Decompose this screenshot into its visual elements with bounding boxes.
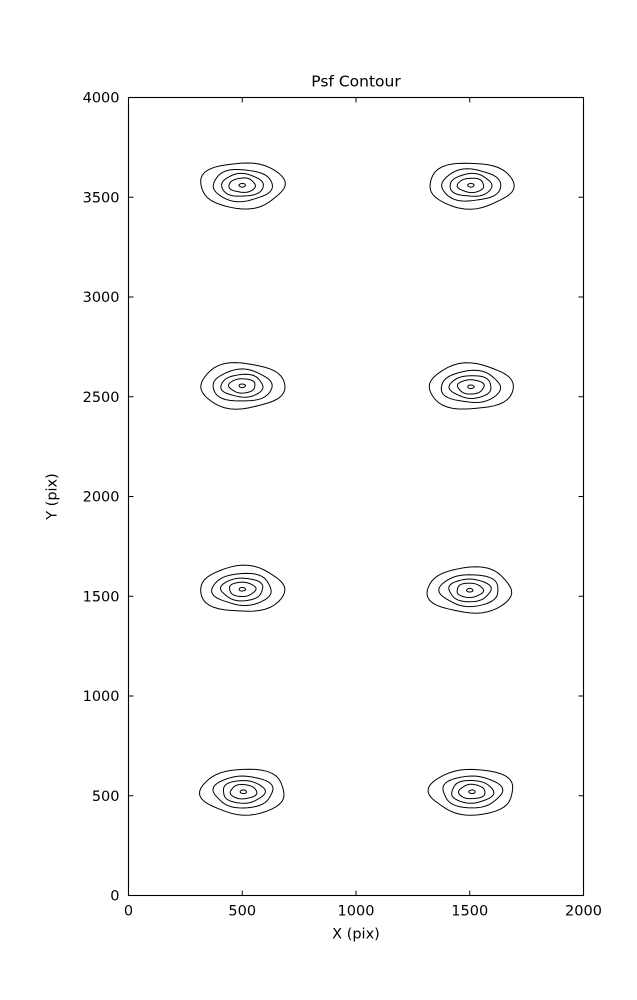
contour-level-1 (438, 574, 499, 608)
contour-level-4 (466, 587, 474, 593)
contour-level-3 (227, 378, 256, 394)
contour-level-0 (200, 162, 286, 210)
contour-level-4 (239, 789, 247, 794)
x-axis-ticks: 0 500 1000 1500 2000 (124, 97, 602, 920)
contour-level-4 (238, 586, 247, 592)
contour-level-3 (456, 379, 485, 395)
x-tick-label: 500 (228, 904, 256, 920)
x-tick-label: 2000 (565, 904, 602, 920)
psf-contour-cluster (428, 362, 514, 410)
contour-level-3 (456, 582, 485, 599)
contour-level-2 (222, 780, 266, 804)
contour-level-1 (441, 168, 502, 202)
contour-level-0 (429, 162, 515, 210)
contour-level-2 (220, 577, 264, 602)
contour-level-1 (212, 775, 274, 809)
contour-level-4 (238, 183, 246, 188)
contour-level-1 (212, 168, 273, 203)
contour-series (199, 162, 515, 816)
contour-level-0 (200, 564, 286, 612)
psf-contour-cluster (200, 162, 286, 210)
contour-level-0 (426, 566, 513, 614)
psf-contour-cluster (429, 162, 515, 210)
contour-level-4 (468, 789, 476, 795)
contour-level-3 (229, 783, 258, 800)
contour-level-3 (228, 177, 256, 193)
contour-level-2 (449, 172, 493, 197)
contour-level-1 (440, 369, 502, 404)
y-tick-label: 500 (92, 789, 120, 805)
psf-contour-cluster (199, 768, 285, 816)
x-tick-label: 1000 (338, 904, 375, 920)
psf-contour-cluster (200, 564, 286, 612)
contour-level-2 (448, 578, 492, 603)
contour-level-2 (448, 375, 492, 399)
y-tick-label: 3500 (83, 190, 120, 206)
contour-level-2 (451, 779, 495, 804)
page-title: Psf Contour (311, 73, 401, 91)
contour-level-1 (212, 368, 273, 402)
contour-level-0 (428, 362, 514, 410)
y-tick-label: 2000 (83, 490, 120, 506)
contour-level-0 (199, 768, 285, 816)
contour-level-4 (467, 183, 475, 188)
psf-contour-cluster (427, 768, 514, 816)
y-axis-ticks: 0 500 1000 1500 2000 2500 3000 3500 4000 (83, 91, 584, 905)
psf-contour-cluster (426, 566, 513, 614)
contour-level-2 (221, 172, 264, 197)
y-axis-label: Y (pix) (45, 473, 61, 521)
contour-level-4 (467, 384, 475, 390)
x-axis-label: X (pix) (332, 927, 380, 943)
y-tick-label: 2500 (83, 390, 120, 406)
contour-level-0 (200, 362, 286, 410)
contour-level-1 (211, 572, 272, 606)
psf-contour-cluster (200, 362, 286, 410)
x-tick-label: 1500 (451, 904, 488, 920)
y-tick-label: 0 (110, 889, 119, 905)
contour-level-3 (228, 581, 257, 598)
contour-level-1 (442, 775, 504, 809)
y-tick-label: 4000 (83, 91, 120, 107)
contour-level-4 (238, 383, 247, 389)
y-tick-label: 3000 (83, 290, 120, 306)
contour-level-0 (427, 768, 514, 816)
x-tick-label: 0 (124, 904, 133, 920)
contour-level-3 (456, 177, 485, 194)
contour-level-2 (220, 373, 264, 398)
y-tick-label: 1000 (83, 689, 120, 705)
contour-level-3 (458, 783, 486, 800)
y-tick-label: 1500 (83, 589, 120, 605)
